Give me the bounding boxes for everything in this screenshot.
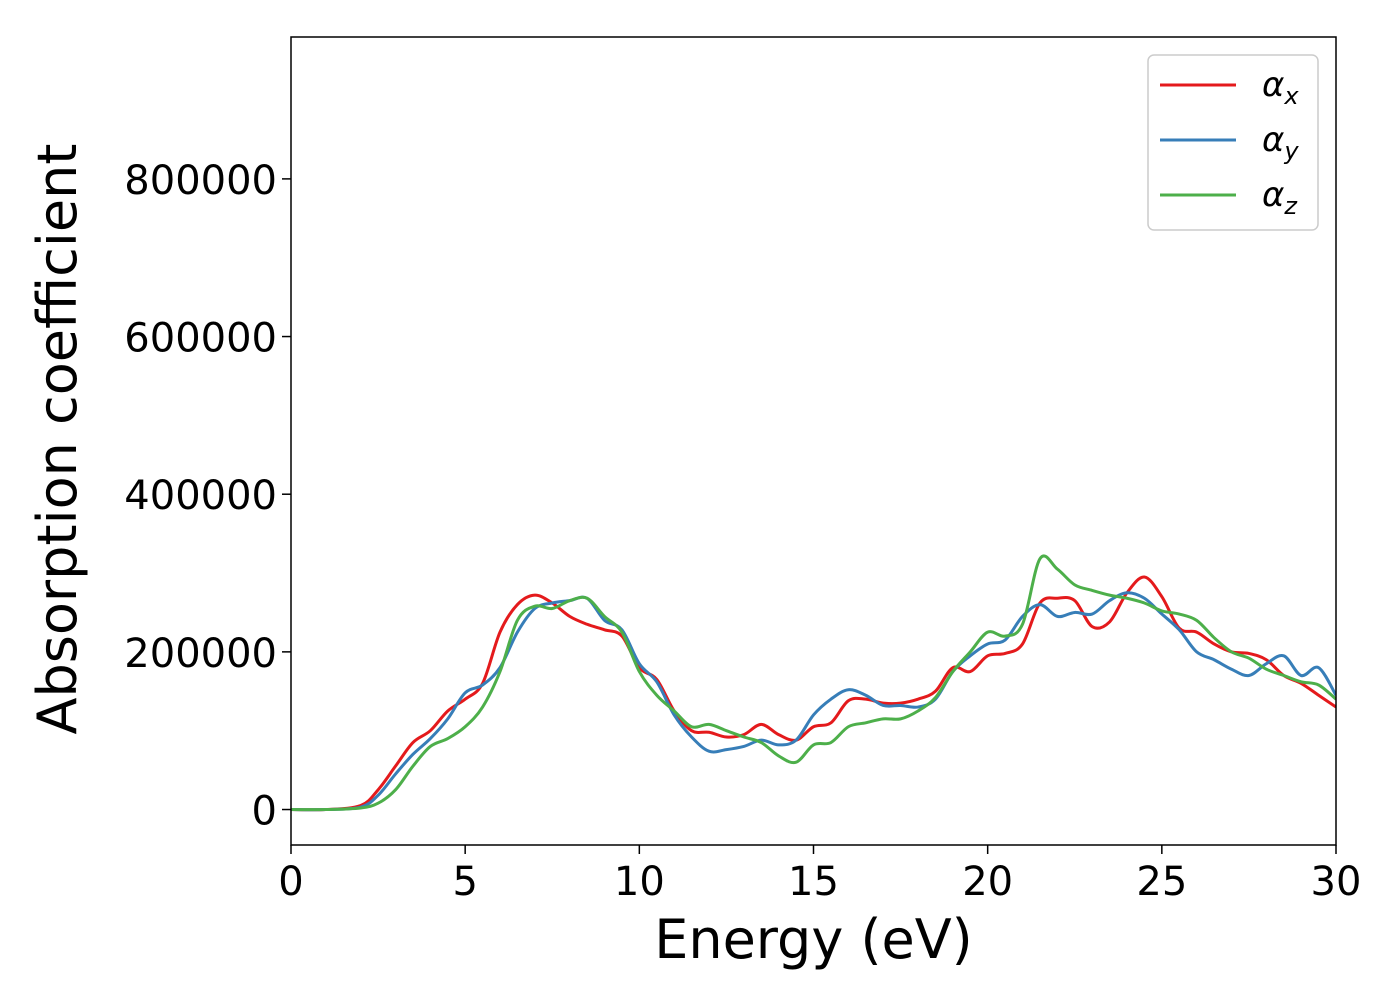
x-tick-label: 20 [962,859,1013,905]
x-tick-label: 5 [452,859,477,905]
series-line-alpha-x [291,575,1336,812]
legend-label-alpha-z: αz [1262,175,1298,220]
series-layer [291,554,1336,812]
x-axis-label: Energy (eV) [654,908,973,971]
x-tick-label: 10 [614,859,665,905]
y-tick-label: 600000 [124,316,277,362]
legend: αx αy αz [1147,54,1319,231]
y-tick-label: 200000 [124,631,277,677]
legend-box [1147,54,1319,231]
x-tick-label: 30 [1311,859,1362,905]
x-tick-label: 15 [788,859,839,905]
y-tick-label: 0 [252,789,277,835]
legend-label-alpha-x: αx [1262,65,1299,110]
x-axis: 0 5 10 15 20 25 30 [278,845,1361,905]
x-tick-label: 25 [1136,859,1187,905]
series-line-alpha-y [291,591,1336,812]
x-tick-label: 0 [278,859,303,905]
y-tick-label: 800000 [124,158,277,204]
series-line-alpha-z [291,554,1336,812]
y-axis-label: Absorption coefficient [26,144,89,735]
y-tick-label: 400000 [124,473,277,519]
legend-label-alpha-y: αy [1262,120,1299,165]
y-axis: 0 200000 400000 600000 800000 [124,158,291,835]
